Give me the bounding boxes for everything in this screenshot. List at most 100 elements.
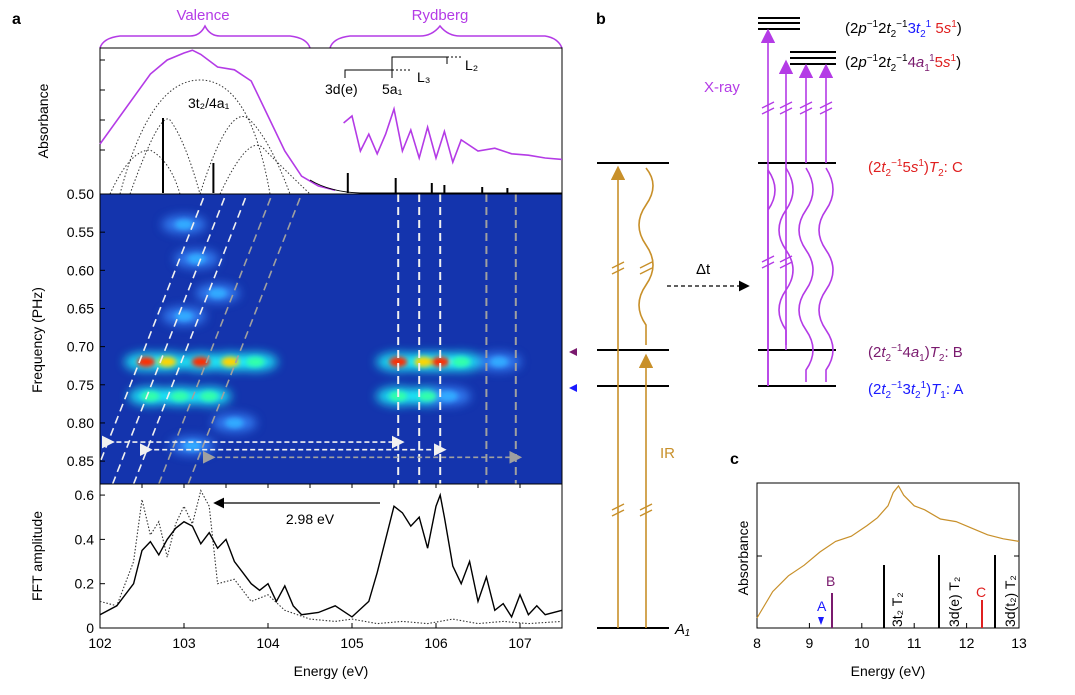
heatmap-spot (187, 253, 206, 264)
heat-ytick-label: 0.70 (67, 339, 94, 355)
annot-L2: L₂ (465, 57, 478, 73)
panel-label-c: c (730, 451, 739, 468)
core-levels-2 (790, 51, 836, 65)
heat-ytick-label: 0.55 (67, 224, 94, 240)
heatmap-spot (225, 417, 244, 428)
state-A-label: (2t2−13t21)T1: A (868, 380, 963, 401)
stick-C-label: C (976, 584, 986, 600)
valence-label: Valence (176, 7, 229, 24)
heatmap-spot (490, 356, 508, 367)
fft-xtick-label: 106 (424, 635, 448, 651)
panel-c-ylabel: Absorbance (735, 520, 751, 595)
valence-component-2 (129, 118, 201, 195)
heat-ytick-label: 0.75 (67, 377, 94, 393)
stick-3t2-label: 3t₂ T₂ (889, 592, 905, 627)
fft-ytick-label: 0.4 (75, 531, 95, 547)
stick-A-marker (818, 617, 824, 625)
annot-L3: L₃ (417, 69, 431, 85)
marker-B (569, 348, 577, 356)
core-state-1: (2p−12t2−13t21 5s1) (845, 19, 962, 40)
fft-xtick-label: 107 (508, 635, 532, 651)
c-xtick-label: 10 (854, 635, 870, 651)
heatmap-spot (246, 356, 265, 367)
panel-c-xlabel: Energy (eV) (851, 663, 926, 679)
fft-ytick-label: 0 (86, 620, 94, 636)
state-B-label: (2t2−14a1)T2: B (868, 343, 963, 364)
fft-xtick-label: 103 (172, 635, 196, 651)
stick-3d-t2-label: 3d(t₂) T₂ (1002, 575, 1018, 627)
valence-component-4 (219, 144, 311, 195)
ir-label: IR (660, 445, 675, 462)
heatmap-spot (191, 356, 210, 367)
core-levels-1 (758, 17, 800, 30)
fft-ytick-label: 0.6 (75, 487, 95, 503)
fft-ylabel: FFT amplitude (29, 511, 45, 601)
heat-ylabel: Frequency (PHz) (29, 287, 45, 393)
delay-label: Δt (696, 261, 711, 278)
heat-ytick-label: 0.85 (67, 453, 94, 469)
ground-label: A₁ (674, 621, 690, 638)
heatmap-spot (389, 356, 408, 367)
stick-3d-e-label: 3d(e) T₂ (946, 577, 962, 627)
absorbance-plot: 3t₂/4a₁ 3d(e) 5a₁ L₃ L₂ Absorbance (35, 47, 563, 195)
panel-c-absorbance-curve (756, 484, 1020, 619)
annot-3d-e: 3d(e) (325, 81, 358, 97)
heat-ytick-label: 0.65 (67, 300, 94, 316)
heatmap-spot (170, 391, 189, 402)
valence-absorbance-curve (99, 49, 336, 191)
rydberg-absorbance-curve (343, 105, 563, 165)
heatmap-spot (414, 356, 433, 367)
fft-xlabel: Energy (eV) (294, 663, 369, 679)
absorbance-baseline (309, 179, 562, 194)
heatmap-spot (141, 391, 160, 402)
heatmap-spot (439, 391, 458, 402)
fft-xtick-label: 102 (88, 635, 112, 651)
fft-dotted-series (99, 489, 563, 625)
heatmap-spot (452, 356, 471, 367)
valence-brace (99, 24, 311, 49)
ir-wavy (638, 167, 654, 345)
heatmap-spot (208, 288, 227, 299)
core-state-2: (2p−12t2−14a115s1) (845, 53, 961, 74)
annot-3t2-4a1: 3t₂/4a₁ (188, 95, 230, 111)
frequency-heatmap: 0.50 0.55 0.60 0.65 0.70 0.75 0.80 0.85 Frequen… (29, 186, 563, 485)
panel-label-b: b (596, 11, 606, 28)
c-xtick-label: 12 (959, 635, 975, 651)
energy-diagram: A₁ IR Δt (597, 17, 963, 638)
c-xtick-label: 11 (907, 635, 922, 651)
absorbance-sticks (162, 118, 509, 193)
panel-label-a: a (12, 11, 21, 28)
valence-component-1 (119, 79, 271, 195)
valence-component-3 (199, 116, 291, 195)
xray-label: X-ray (704, 79, 740, 96)
heat-ytick-label: 0.60 (67, 262, 94, 278)
fft-ytick-label: 0.2 (75, 576, 95, 592)
valence-component-5 (109, 149, 181, 195)
shift-label: 2.98 eV (286, 511, 335, 527)
rydberg-brace (329, 24, 563, 49)
heatmap-spot (431, 356, 450, 367)
heat-ytick-label: 0.80 (67, 415, 94, 431)
fft-xtick-label: 105 (340, 635, 364, 651)
c-xtick-label: 13 (1011, 635, 1027, 651)
marker-A (569, 384, 577, 392)
heatmap-spot (200, 391, 219, 402)
heat-ytick-label: 0.50 (67, 186, 94, 202)
rydberg-label: Rydberg (412, 7, 469, 24)
heatmap-spot (418, 391, 437, 402)
heatmap-spot (158, 356, 177, 367)
stick-B-label: B (826, 573, 835, 589)
c-xtick-label: 9 (806, 635, 814, 651)
heatmap-spot (137, 356, 156, 367)
heatmap-spot (221, 356, 240, 367)
stick-A-label: A (817, 598, 827, 614)
c-xtick-label: 8 (753, 635, 761, 651)
abs-ylabel: Absorbance (35, 83, 51, 158)
fft-plot: 0 0.2 0.4 0.6 102 103 104 105 106 107 2.98 eV FF… (29, 483, 563, 679)
fft-xtick-label: 104 (256, 635, 280, 651)
annot-5a1: 5a₁ (382, 81, 403, 97)
fft-solid-series (99, 492, 563, 619)
heatmap-spot (175, 219, 193, 230)
state-C-label: (2t2−15s1)T2: C (868, 158, 963, 179)
